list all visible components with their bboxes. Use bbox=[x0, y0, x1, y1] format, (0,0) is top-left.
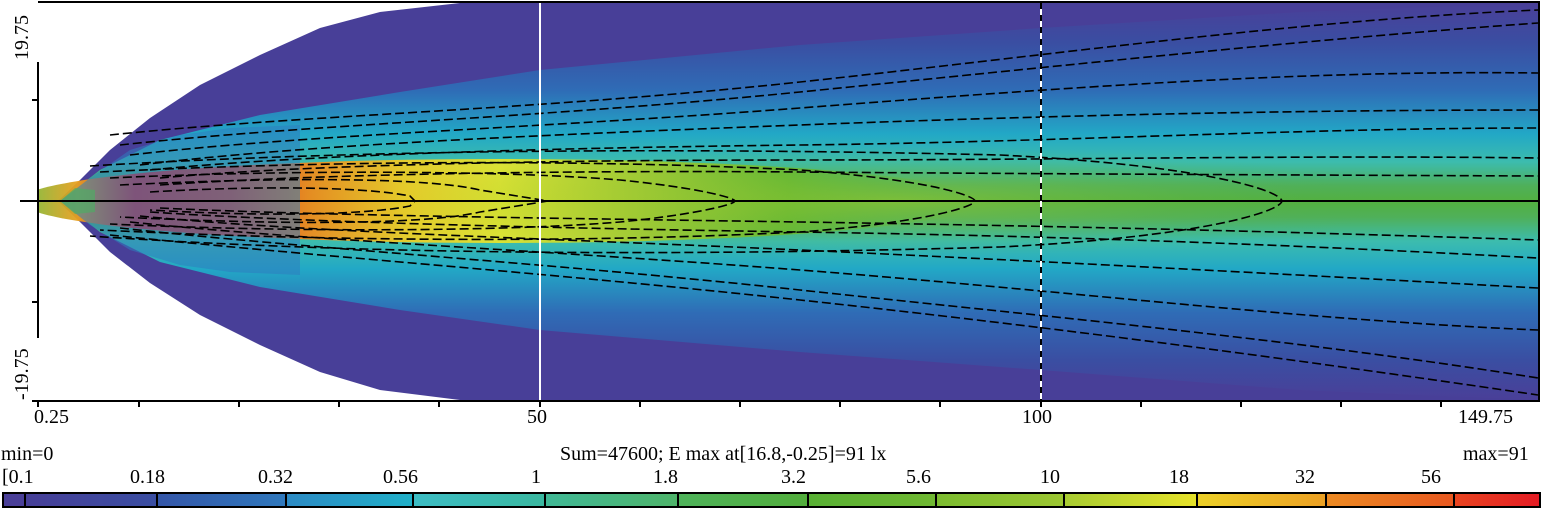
x-gridlines bbox=[539, 3, 1042, 400]
scale-segment bbox=[677, 494, 807, 506]
scale-label: 1 bbox=[531, 466, 541, 488]
scale-label: 10 bbox=[1040, 466, 1060, 488]
scale-label: [0.1 bbox=[2, 466, 34, 488]
scale-label: 5.6 bbox=[906, 466, 931, 488]
x-axis-label-end: 149.75 bbox=[1458, 406, 1513, 428]
x-axis-label-50: 50 bbox=[527, 406, 547, 428]
scale-label: 0.32 bbox=[258, 466, 293, 488]
scale-segment bbox=[156, 494, 285, 506]
scale-segment bbox=[1453, 494, 1539, 506]
scale-label: 0.18 bbox=[130, 466, 165, 488]
y-axis-max-label: 19.75 bbox=[11, 15, 33, 60]
scale-label: 1.8 bbox=[653, 466, 678, 488]
scale-label: 56 bbox=[1421, 466, 1441, 488]
scale-label: 32 bbox=[1295, 466, 1315, 488]
scale-segment bbox=[544, 494, 677, 506]
scale-segment bbox=[4, 494, 24, 506]
scale-segment bbox=[24, 494, 156, 506]
illuminance-heatmap bbox=[20, 1, 1540, 407]
x-axis-label-start: 0.25 bbox=[34, 406, 69, 428]
scale-label: 3.2 bbox=[781, 466, 806, 488]
x-ticks bbox=[37, 401, 1442, 407]
scale-segment bbox=[412, 494, 544, 506]
scale-segment bbox=[807, 494, 935, 506]
scale-segment bbox=[1063, 494, 1196, 506]
max-value-label: max=91 bbox=[1463, 443, 1529, 465]
scale-segment bbox=[1325, 494, 1453, 506]
color-scale-bar bbox=[2, 492, 1541, 508]
summary-label: Sum=47600; E max at[16.8,-0.25]=91 lx bbox=[560, 443, 887, 465]
scale-segment bbox=[935, 494, 1063, 506]
min-value-label: min=0 bbox=[1, 443, 54, 465]
scale-label: 18 bbox=[1169, 466, 1189, 488]
x-axis-label-100: 100 bbox=[1022, 406, 1052, 428]
scale-segment bbox=[285, 494, 412, 506]
y-axis-min-label: -19.75 bbox=[11, 348, 33, 400]
scale-label: 0.56 bbox=[383, 466, 418, 488]
scale-segment bbox=[1196, 494, 1325, 506]
